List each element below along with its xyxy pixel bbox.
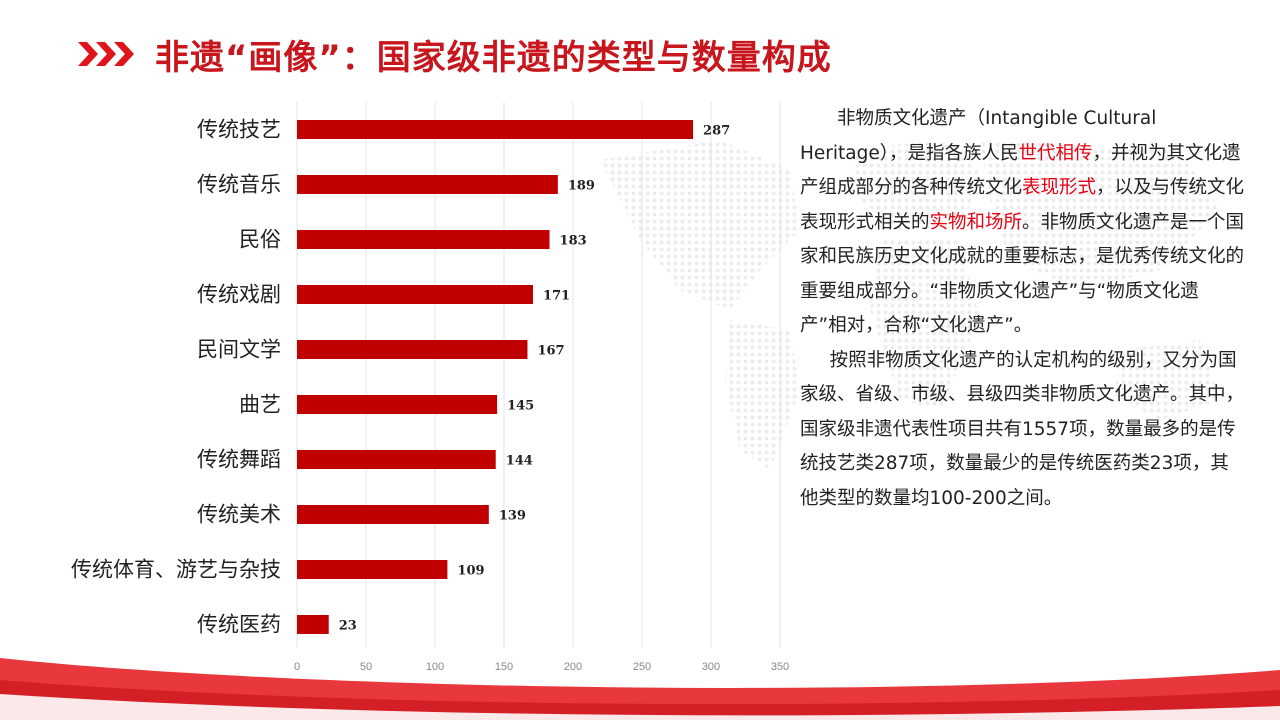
bar-3 bbox=[297, 285, 533, 304]
category-label-0: 传统技艺 bbox=[197, 118, 281, 142]
value-label-4: 167 bbox=[537, 344, 564, 359]
value-label-7: 139 bbox=[499, 509, 526, 524]
highlight-shiwuhechangsuo: 实物和场所 bbox=[929, 211, 1023, 233]
value-label-5: 145 bbox=[507, 399, 534, 414]
highlight-biaoxianxingshi: 表现形式 bbox=[1022, 177, 1097, 198]
x-tick-label-1: 50 bbox=[360, 661, 372, 673]
chevron-arrows-icon bbox=[78, 42, 134, 66]
category-label-8: 传统体育、游艺与杂技 bbox=[71, 558, 281, 582]
world-map-watermark bbox=[600, 140, 1220, 470]
bar-5 bbox=[297, 395, 498, 414]
x-tick-label-0: 0 bbox=[294, 661, 300, 673]
category-label-3: 传统戏剧 bbox=[197, 283, 281, 307]
x-tick-label-6: 300 bbox=[702, 661, 720, 673]
x-tick-label-2: 100 bbox=[426, 661, 444, 673]
bottom-wave-decoration bbox=[0, 658, 1280, 720]
bar-9 bbox=[297, 615, 329, 634]
category-label-1: 传统音乐 bbox=[197, 173, 281, 197]
value-label-2: 183 bbox=[560, 234, 587, 249]
page-title: 非遗“画像”：国家级非遗的类型与数量构成 bbox=[155, 38, 832, 78]
value-label-1: 189 bbox=[568, 179, 595, 194]
bar-7 bbox=[297, 505, 489, 524]
category-label-7: 传统美术 bbox=[197, 503, 281, 527]
category-label-5: 曲艺 bbox=[239, 393, 281, 417]
category-label-6: 传统舞蹈 bbox=[197, 448, 281, 472]
bar-chart: 0 50 100 150 200 250 300 350 传统技艺 287 传统音乐 189 民俗 183… bbox=[71, 102, 789, 673]
category-label-2: 民俗 bbox=[239, 228, 281, 252]
desc-p1-part-d: 。非物质文化遗产是一个国家和民族历史文化成就的重要标志，是优秀传统文化的重要组成… bbox=[800, 211, 1245, 337]
highlight-shidaixiangchuan: 世代相传 bbox=[1018, 142, 1093, 164]
category-label-4: 民间文学 bbox=[197, 338, 281, 362]
bar-2 bbox=[297, 230, 550, 249]
bar-6 bbox=[297, 450, 496, 469]
x-tick-label-4: 200 bbox=[564, 661, 582, 673]
bar-4 bbox=[297, 340, 528, 359]
category-label-9: 传统医药 bbox=[197, 613, 281, 637]
value-label-9: 23 bbox=[339, 619, 357, 634]
x-tick-label-7: 350 bbox=[771, 661, 789, 673]
x-tick-label-5: 250 bbox=[633, 661, 651, 673]
bar-1 bbox=[297, 175, 558, 194]
value-label-3: 171 bbox=[543, 289, 570, 304]
bar-8 bbox=[297, 560, 448, 579]
desc-p1-part-a: 非物质文化遗产（Intangible Cultural Heritage），是指… bbox=[800, 108, 1157, 164]
bar-0 bbox=[297, 120, 694, 139]
desc-p1-part-c: ，以及与传统文化表现形式相关的 bbox=[800, 177, 1245, 233]
value-label-6: 144 bbox=[506, 454, 533, 469]
description-text: 非物质文化遗产（Intangible Cultural Heritage），是指… bbox=[800, 102, 1245, 516]
desc-paragraph-2: 按照非物质文化遗产的认定机构的级别，又分为国家级、省级、市级、县级四类非物质文化… bbox=[800, 349, 1245, 509]
value-label-0: 287 bbox=[703, 124, 730, 139]
value-label-8: 109 bbox=[457, 564, 484, 579]
desc-p1-part-b: ，并视为其文化遗产组成部分的各种传统文化 bbox=[800, 142, 1241, 199]
x-tick-label-3: 150 bbox=[495, 661, 513, 673]
